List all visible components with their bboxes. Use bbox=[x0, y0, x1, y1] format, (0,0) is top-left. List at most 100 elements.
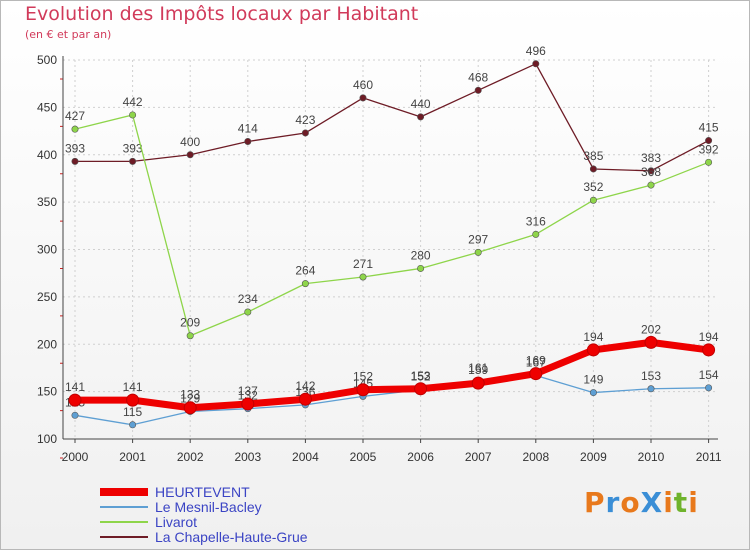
data-label: 209 bbox=[180, 316, 200, 330]
data-label: 368 bbox=[641, 165, 661, 179]
logo-letter: P bbox=[584, 486, 606, 519]
data-point bbox=[301, 280, 309, 288]
data-label: 234 bbox=[238, 292, 258, 306]
legend-swatch bbox=[100, 488, 148, 496]
chart-title: Evolution des Impôts locaux par Habitant bbox=[25, 3, 419, 25]
legend-item: Livarot bbox=[100, 514, 197, 530]
data-label: 264 bbox=[295, 264, 315, 278]
data-label: 460 bbox=[353, 78, 373, 92]
legend-label: La Chapelle-Haute-Grue bbox=[155, 529, 308, 545]
y-tick-label: 500 bbox=[37, 53, 57, 67]
data-label: 137 bbox=[238, 384, 258, 398]
data-point bbox=[589, 389, 597, 397]
data-label: 149 bbox=[583, 373, 603, 387]
data-label: 352 bbox=[583, 180, 603, 194]
data-label: 115 bbox=[123, 405, 142, 419]
data-point bbox=[186, 151, 194, 159]
y-tick-label: 400 bbox=[37, 148, 57, 162]
x-tick-label: 2010 bbox=[638, 450, 665, 464]
data-point bbox=[183, 401, 197, 415]
x-tick-label: 2007 bbox=[465, 450, 492, 464]
data-label: 468 bbox=[468, 70, 488, 84]
x-tick-label: 2004 bbox=[292, 450, 319, 464]
data-label: 427 bbox=[65, 109, 85, 123]
data-point bbox=[589, 165, 597, 173]
x-tick-label: 2002 bbox=[177, 450, 204, 464]
data-label: 393 bbox=[65, 141, 85, 155]
data-label: 423 bbox=[295, 113, 315, 127]
data-point bbox=[129, 111, 137, 119]
data-point bbox=[471, 376, 485, 390]
data-label: 153 bbox=[641, 369, 661, 383]
data-point bbox=[301, 129, 309, 137]
data-point bbox=[71, 411, 79, 419]
series-line bbox=[75, 338, 710, 412]
logo-letter: i bbox=[688, 486, 699, 519]
data-label: 442 bbox=[123, 95, 143, 109]
data-point bbox=[647, 385, 655, 393]
data-point bbox=[298, 392, 312, 406]
data-point bbox=[244, 137, 252, 145]
data-point bbox=[359, 273, 367, 281]
data-point bbox=[241, 397, 255, 411]
legend-label: HEURTEVENT bbox=[155, 484, 250, 500]
data-point bbox=[532, 230, 540, 238]
data-point bbox=[417, 113, 425, 121]
data-label: 152 bbox=[411, 370, 431, 384]
y-tick-label: 300 bbox=[37, 243, 57, 257]
logo-letter: t bbox=[673, 486, 689, 519]
data-label: 415 bbox=[699, 121, 719, 135]
data-label: 400 bbox=[180, 135, 200, 149]
x-tick-label: 2009 bbox=[580, 450, 607, 464]
data-label: 496 bbox=[526, 44, 546, 58]
legend-label: Livarot bbox=[155, 514, 198, 530]
legend-swatch bbox=[100, 521, 148, 523]
legend-swatch bbox=[100, 506, 148, 508]
data-point bbox=[586, 343, 600, 357]
data-point bbox=[474, 248, 482, 256]
data-label: 152 bbox=[353, 370, 373, 384]
data-point bbox=[705, 384, 713, 392]
legend-item: HEURTEVENT bbox=[100, 484, 250, 500]
data-label: 141 bbox=[65, 380, 85, 394]
series-line bbox=[74, 374, 709, 426]
logo-letter: X bbox=[640, 486, 664, 519]
data-point bbox=[702, 343, 716, 357]
data-point bbox=[71, 125, 79, 133]
data-label: 385 bbox=[583, 149, 603, 163]
data-point bbox=[705, 158, 713, 166]
logo-letter: o bbox=[620, 486, 641, 519]
data-label: 280 bbox=[411, 248, 431, 262]
data-label: 154 bbox=[699, 368, 719, 382]
data-label: 161 bbox=[468, 361, 488, 375]
data-label: 271 bbox=[353, 257, 373, 271]
x-tick-label: 2011 bbox=[696, 450, 722, 464]
data-point bbox=[129, 157, 137, 165]
legend-item: Le Mesnil-Bacley bbox=[100, 499, 262, 515]
data-label: 169 bbox=[526, 354, 546, 368]
data-point bbox=[647, 181, 655, 189]
y-tick-label: 200 bbox=[37, 337, 57, 351]
y-tick-label: 450 bbox=[37, 100, 57, 114]
data-label: 133 bbox=[180, 388, 200, 402]
series-line bbox=[74, 114, 709, 337]
data-label: 383 bbox=[641, 151, 661, 165]
x-tick-label: 2001 bbox=[119, 450, 146, 464]
legend-swatch bbox=[100, 536, 148, 538]
data-point bbox=[71, 157, 79, 165]
data-point bbox=[705, 137, 713, 145]
logo-letter: i bbox=[663, 486, 674, 519]
data-point bbox=[414, 382, 428, 396]
data-point bbox=[474, 86, 482, 94]
data-label: 167 bbox=[526, 356, 546, 370]
y-tick-label: 100 bbox=[37, 432, 57, 446]
legend-label: Le Mesnil-Bacley bbox=[155, 499, 262, 515]
data-label: 142 bbox=[295, 379, 315, 393]
data-point bbox=[417, 264, 425, 272]
proxiti-logo: ProXiti bbox=[584, 486, 699, 519]
y-tick-label: 150 bbox=[37, 385, 57, 399]
data-label: 316 bbox=[526, 214, 546, 228]
legend-item: La Chapelle-Haute-Grue bbox=[100, 529, 308, 545]
data-point bbox=[356, 383, 370, 397]
